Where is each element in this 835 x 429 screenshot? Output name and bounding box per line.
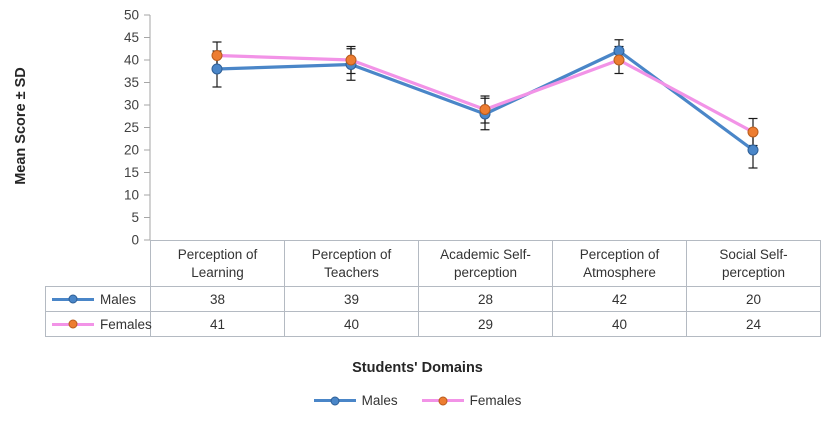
table-value-females-teachers: 40 [284, 311, 419, 337]
females-series-name-cell: Females [45, 311, 152, 337]
table-value-males-academic: 28 [418, 286, 553, 312]
y-tick-label: 40 [124, 53, 139, 68]
y-tick-label: 30 [124, 98, 139, 113]
table-header-perception-of-learning: Perception of Learning [150, 240, 285, 287]
table-header-social-self-perception: Social Self- perception [686, 240, 821, 287]
table-row-males: Males 38 39 28 42 20 [45, 286, 821, 312]
data-point-females-1 [345, 54, 357, 66]
data-point-females-4 [747, 126, 759, 138]
table-value-females-atmosphere: 40 [552, 311, 687, 337]
chart-legend: Males Females [0, 393, 835, 408]
legend-label-females: Females [469, 393, 522, 408]
y-tick-label: 25 [124, 120, 139, 135]
data-point-females-0 [211, 50, 223, 61]
data-point-males-4 [747, 144, 759, 156]
y-tick-label: 35 [124, 75, 139, 90]
y-tick-label: 15 [124, 165, 139, 180]
males-legend-key [52, 294, 94, 305]
table-header-perception-of-atmosphere: Perception of Atmosphere [552, 240, 687, 287]
table-value-males-atmosphere: 42 [552, 286, 687, 312]
males-legend-key [313, 395, 356, 406]
y-tick-label: 20 [124, 143, 139, 158]
table-row-females: Females 41 40 29 40 24 [45, 311, 821, 337]
y-tick-label: 0 [131, 233, 139, 248]
data-point-females-2 [479, 104, 491, 115]
series-females [211, 50, 759, 138]
males-series-name-cell: Males [45, 286, 151, 312]
legend-item-males: Males [313, 393, 398, 408]
table-value-females-social: 24 [686, 311, 821, 337]
legend-label-males: Males [361, 393, 398, 408]
y-tick-label: 5 [131, 210, 139, 225]
legend-item-females: Females [421, 393, 522, 408]
plot-area: 0 5 10 15 20 25 30 35 40 45 50 [124, 8, 759, 248]
data-point-females-3 [613, 54, 625, 66]
y-tick-label: 45 [124, 30, 139, 45]
table-header-academic-self-perception: Academic Self- perception [418, 240, 553, 287]
females-legend-key [52, 319, 94, 330]
y-tick-label: 10 [124, 188, 139, 203]
y-axis-ticks: 0 5 10 15 20 25 30 35 40 45 50 [124, 8, 150, 248]
males-series-label: Males [100, 291, 137, 307]
table-value-females-learning: 41 [150, 311, 285, 337]
females-legend-key [421, 395, 464, 406]
table-value-males-teachers: 39 [284, 286, 419, 312]
table-corner-blank [46, 241, 151, 287]
y-tick-label: 50 [124, 8, 139, 23]
data-point-males-0 [211, 63, 223, 75]
table-value-females-academic: 29 [418, 311, 553, 337]
table-value-males-learning: 38 [150, 286, 285, 312]
table-header-perception-of-teachers: Perception of Teachers [284, 240, 419, 287]
data-table: Perception of Learning Perception of Tea… [45, 240, 821, 337]
x-axis-title: Students' Domains [352, 360, 483, 376]
table-value-males-social: 20 [686, 286, 821, 312]
females-series-label: Females [100, 316, 152, 332]
